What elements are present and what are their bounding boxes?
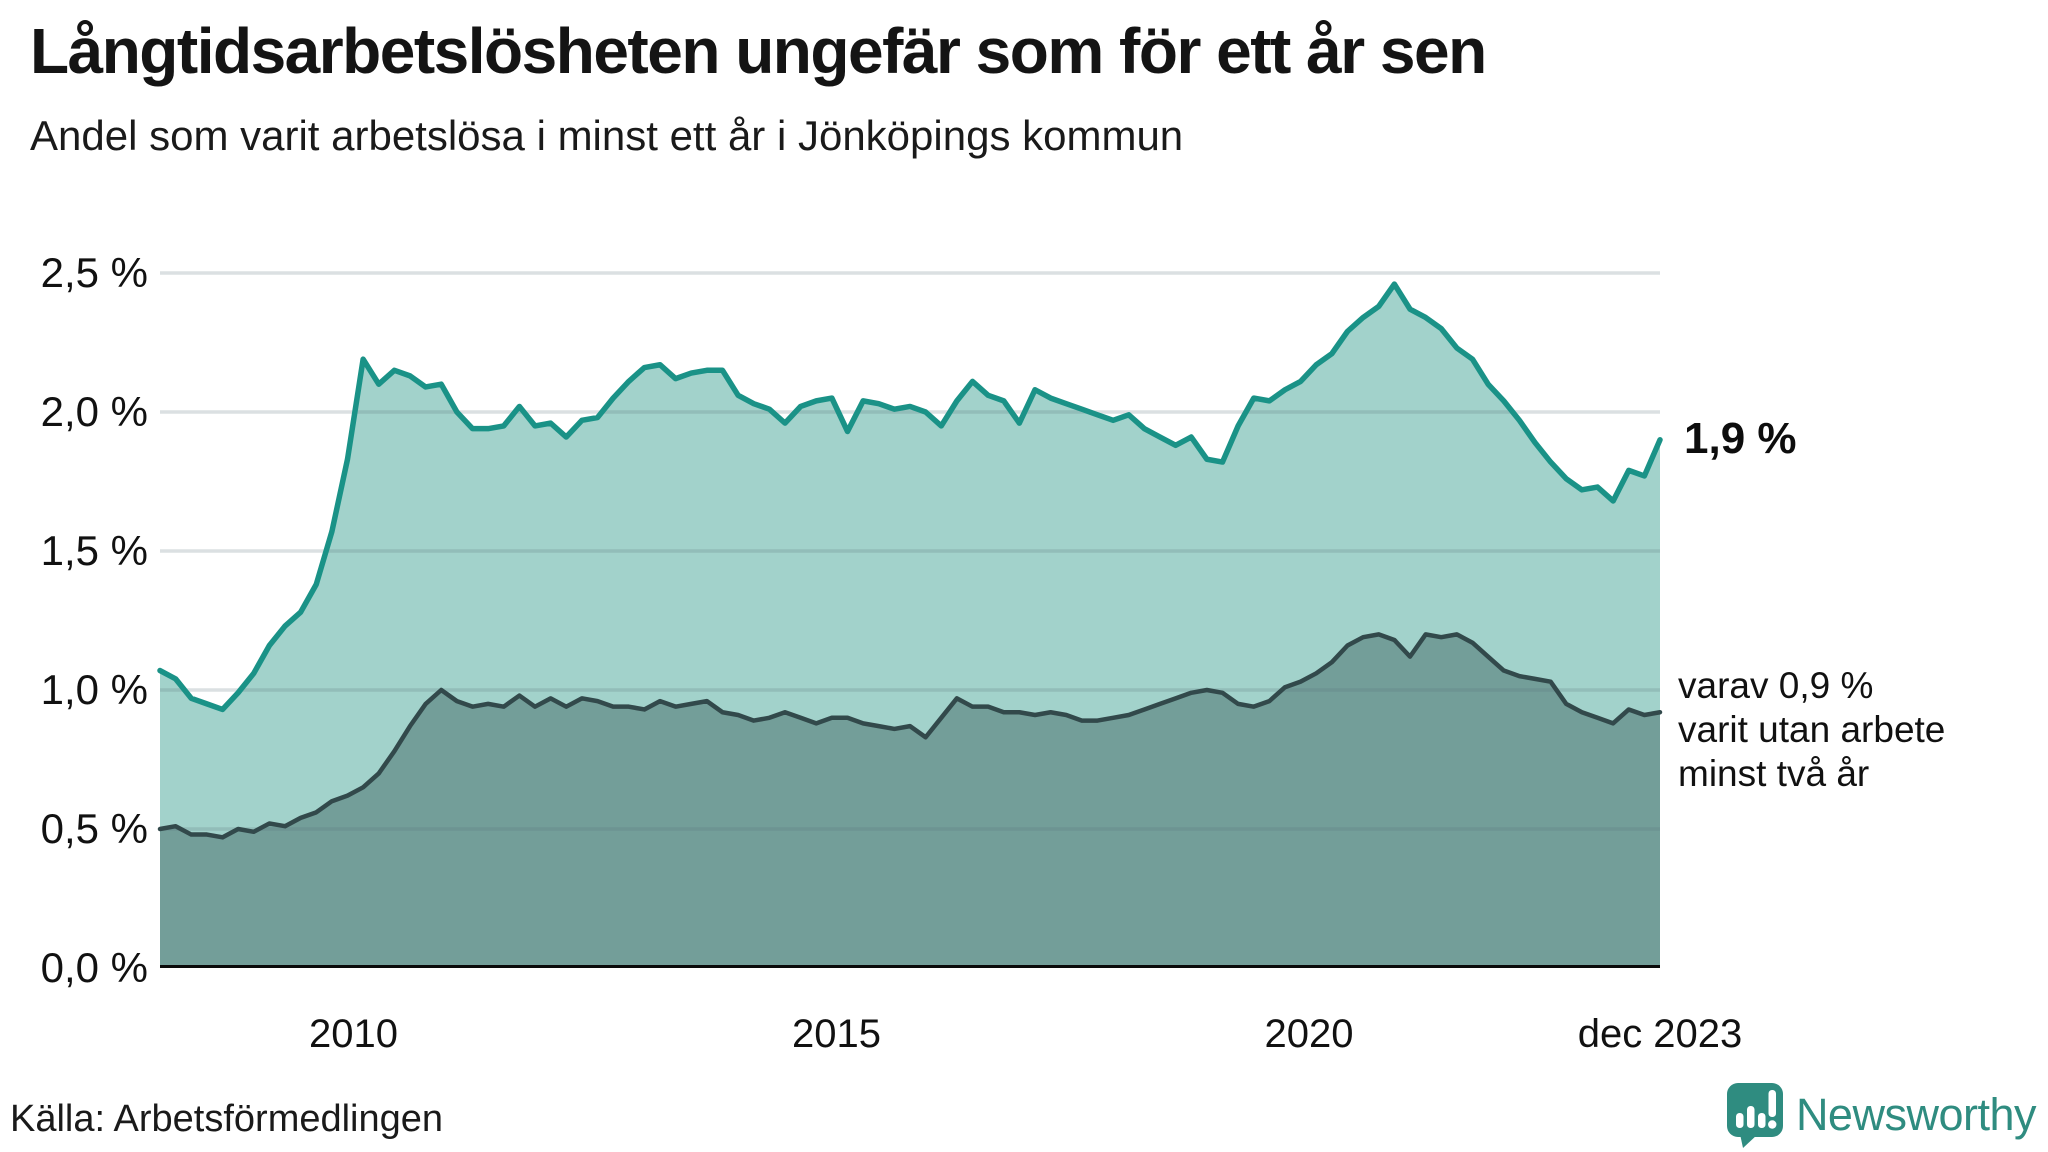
y-tick-label: 1,0 % [40,666,148,713]
x-tick-label: 2015 [792,1012,881,1056]
x-tick-label: dec 2023 [1577,1012,1743,1056]
source-label: Källa: Arbetsförmedlingen [10,1098,444,1140]
page-title: Långtidsarbetslösheten ungefär som för e… [30,15,1487,87]
series2-annotation-line: varit utan arbete [1678,709,1946,750]
newsworthy-logo: Newsworthy [1726,1082,2037,1148]
series-line [157,632,1663,840]
x-tick-label: 2010 [309,1012,398,1056]
series-line [157,281,1663,713]
series2-annotation-line: minst två år [1678,753,1870,794]
y-tick-label: 1,5 % [40,527,148,574]
x-tick-label: 2020 [1264,1012,1354,1056]
y-tick-label: 2,5 % [40,249,148,296]
y-tick-label: 0,5 % [40,805,148,852]
series2-annotation: varav 0,9 % varit utan arbete minst två … [1678,664,1945,796]
y-tick-label: 2,0 % [40,388,148,435]
y-tick-label: 0,0 % [40,944,148,991]
newsworthy-logo-text: Newsworthy [1795,1089,2037,1140]
series2-annotation-line: varav 0,9 % [1678,665,1874,706]
newsworthy-logo-icon [1726,1083,1783,1148]
area-fill [160,634,1660,968]
area-chart [157,271,1663,968]
chart-subtitle: Andel som varit arbetslösa i minst ett å… [30,112,1184,159]
series1-end-value-label: 1,9 % [1684,414,1797,463]
